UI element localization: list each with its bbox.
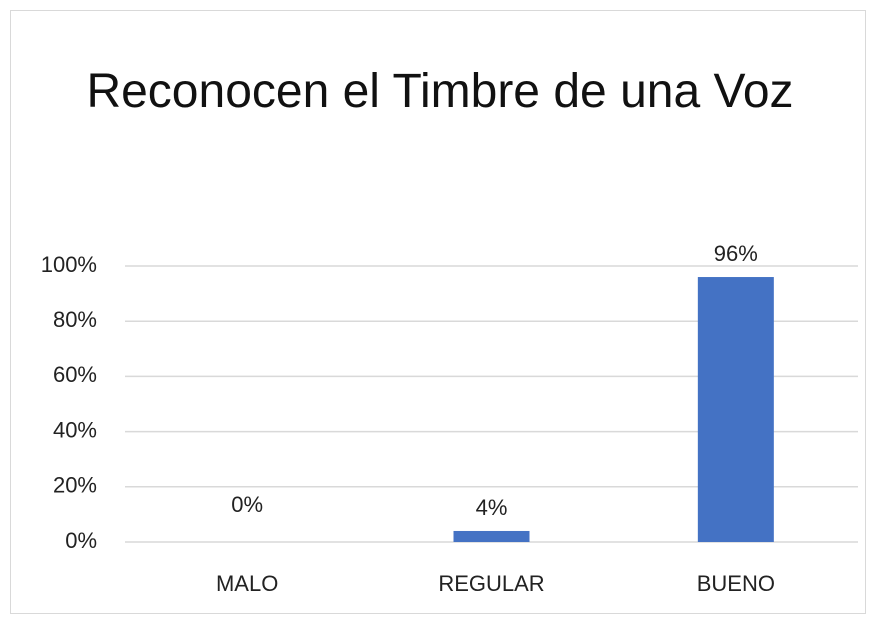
y-tick-label: 40% [53,417,97,442]
chart-frame [10,10,866,614]
data-label: 96% [714,241,758,266]
y-tick-label: 20% [53,473,97,498]
bar [697,277,774,542]
y-tick-label: 80% [53,307,97,332]
x-tick-label: REGULAR [438,571,544,596]
y-tick-label: 0% [65,528,97,553]
x-tick-label: BUENO [697,571,775,596]
x-tick-label: MALO [216,571,278,596]
y-tick-label: 60% [53,362,97,387]
y-tick-label: 100% [41,252,97,277]
data-label: 0% [231,492,263,517]
chart-title: Reconocen el Timbre de una Voz [86,65,794,118]
bar [453,530,530,542]
data-label: 4% [476,495,508,520]
